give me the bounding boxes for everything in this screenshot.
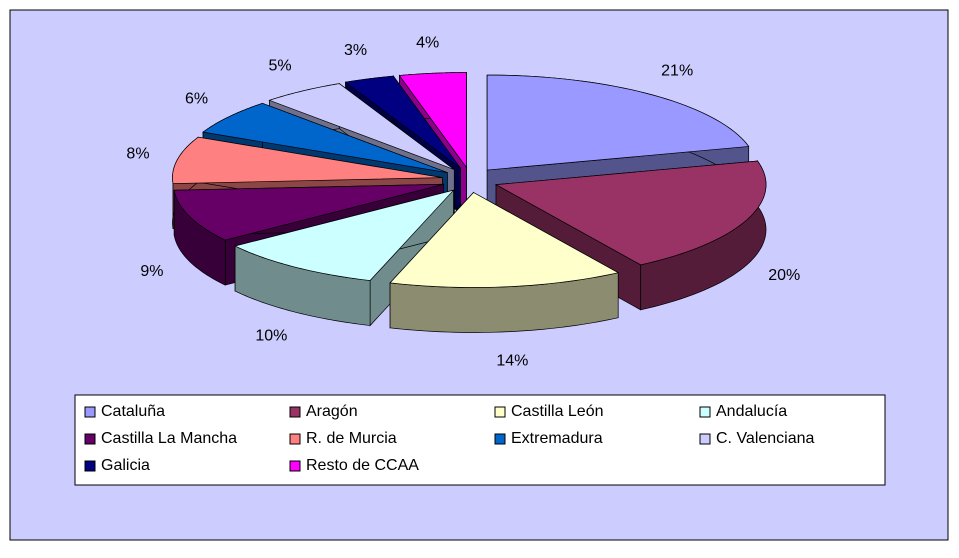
legend-swatch: [494, 433, 506, 445]
legend-swatch: [84, 460, 96, 472]
legend-swatch: [289, 460, 301, 472]
slice-top: [234, 189, 455, 281]
slice-top: [173, 183, 444, 241]
slice-top: [268, 83, 455, 170]
data-label: 4%: [416, 35, 439, 52]
legend-box: [74, 394, 886, 486]
legend-swatch: [699, 406, 711, 418]
data-label: 9%: [140, 263, 163, 280]
data-label: 8%: [126, 145, 149, 162]
data-label: 14%: [496, 353, 528, 370]
slice-top: [202, 102, 448, 173]
legend-swatch: [289, 433, 301, 445]
data-label: 20%: [768, 267, 800, 284]
legend-swatch: [699, 433, 711, 445]
legend-swatch: [84, 433, 96, 445]
legend-label: Cataluña: [101, 403, 165, 420]
legend-label: Aragón: [306, 403, 358, 420]
slice-top: [344, 75, 461, 169]
legend-swatch: [289, 406, 301, 418]
data-label: 6%: [185, 90, 208, 107]
legend-label: Resto de CCAA: [306, 457, 419, 474]
legend-label: C. Valenciana: [716, 430, 815, 447]
legend-swatch: [494, 406, 506, 418]
slice-top: [486, 74, 750, 171]
data-label: 10%: [255, 328, 287, 345]
slice: [234, 189, 455, 327]
legend-label: Extremadura: [511, 430, 603, 447]
legend-swatch: [84, 406, 96, 418]
data-label: 21%: [661, 62, 693, 79]
legend-label: Galicia: [101, 457, 150, 474]
slice-top: [172, 136, 443, 184]
slice-top: [389, 192, 620, 288]
slice-top: [494, 160, 767, 266]
data-label: 3%: [344, 42, 367, 59]
data-label: 5%: [268, 57, 291, 74]
slice-top: [398, 72, 467, 169]
legend-label: Andalucía: [716, 403, 787, 420]
legend-label: Castilla León: [511, 403, 604, 420]
slice: [389, 191, 620, 333]
legend-label: Castilla La Mancha: [101, 430, 237, 447]
legend-label: R. de Murcia: [306, 430, 397, 447]
